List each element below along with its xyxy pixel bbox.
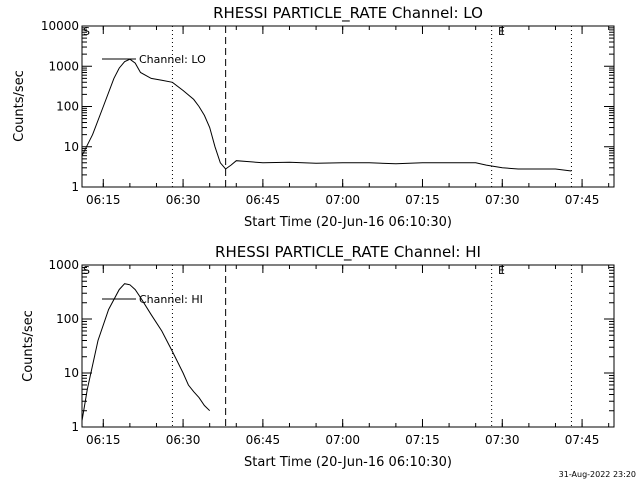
- hi-x-tick-label: 07:15: [405, 433, 440, 447]
- lo-y-tick-label: 1: [71, 180, 79, 194]
- lo-y-tick-label: 10000: [41, 19, 79, 33]
- hi-legend-label: Channel: HI: [139, 293, 203, 306]
- hi-x-tick-label: 07:00: [325, 433, 360, 447]
- hi-chart-title: RHESSI PARTICLE_RATE Channel: HI: [215, 243, 481, 262]
- lo-x-axis-label: Start Time (20-Jun-16 06:10:30): [244, 215, 452, 230]
- hi-y-tick-label: 1000: [48, 258, 79, 272]
- hi-marker-s: S: [83, 264, 90, 277]
- lo-x-tick-label: 06:15: [86, 193, 121, 207]
- lo-legend: Channel: LO: [102, 53, 206, 66]
- hi-x-tick-label: 06:15: [86, 433, 121, 447]
- lo-x-tick-label: 07:30: [485, 193, 520, 207]
- hi-x-tick-label: 07:45: [565, 433, 600, 447]
- hi-series-line: [81, 283, 211, 421]
- hi-x-tick-label: 06:30: [166, 433, 201, 447]
- lo-channel-panel: RHESSI PARTICLE_RATE Channel: LO 06:15 06…: [12, 4, 615, 230]
- lo-x-tick-label: 07:45: [565, 193, 600, 207]
- hi-legend: Channel: HI: [102, 293, 203, 306]
- lo-chart-title: RHESSI PARTICLE_RATE Channel: LO: [213, 4, 483, 23]
- lo-y-axis-label: Counts/sec: [12, 70, 27, 142]
- hi-channel-panel: RHESSI PARTICLE_RATE Channel: HI 06:15 06…: [21, 243, 615, 470]
- lo-y-tick-label: 1000: [48, 59, 79, 73]
- lo-legend-label: Channel: LO: [139, 53, 206, 66]
- lo-marker-s: S: [83, 25, 90, 38]
- lo-x-tick-label: 06:45: [246, 193, 281, 207]
- hi-plot-frame: [81, 264, 615, 428]
- hi-x-tick-label: 07:30: [485, 433, 520, 447]
- lo-y-tick-label: 100: [56, 100, 79, 114]
- hi-y-tick-label: 10: [64, 366, 79, 380]
- footer-timestamp: 31-Aug-2022 23:20: [559, 470, 636, 479]
- hi-y-axis-label: Counts/sec: [21, 310, 36, 382]
- lo-y-tick-label: 10: [64, 140, 79, 154]
- lo-marker-e: E: [498, 25, 505, 38]
- hi-x-axis-label: Start Time (20-Jun-16 06:10:30): [244, 455, 452, 470]
- hi-x-tick-label: 06:45: [246, 433, 281, 447]
- lo-x-tick-label: 06:30: [166, 193, 201, 207]
- hi-marker-e: E: [498, 264, 505, 277]
- lo-x-tick-label: 07:15: [405, 193, 440, 207]
- lo-series-line: [81, 58, 572, 172]
- lo-x-tick-label: 07:00: [325, 193, 360, 207]
- hi-y-tick-label: 100: [56, 312, 79, 326]
- hi-y-tick-label: 1: [71, 420, 79, 434]
